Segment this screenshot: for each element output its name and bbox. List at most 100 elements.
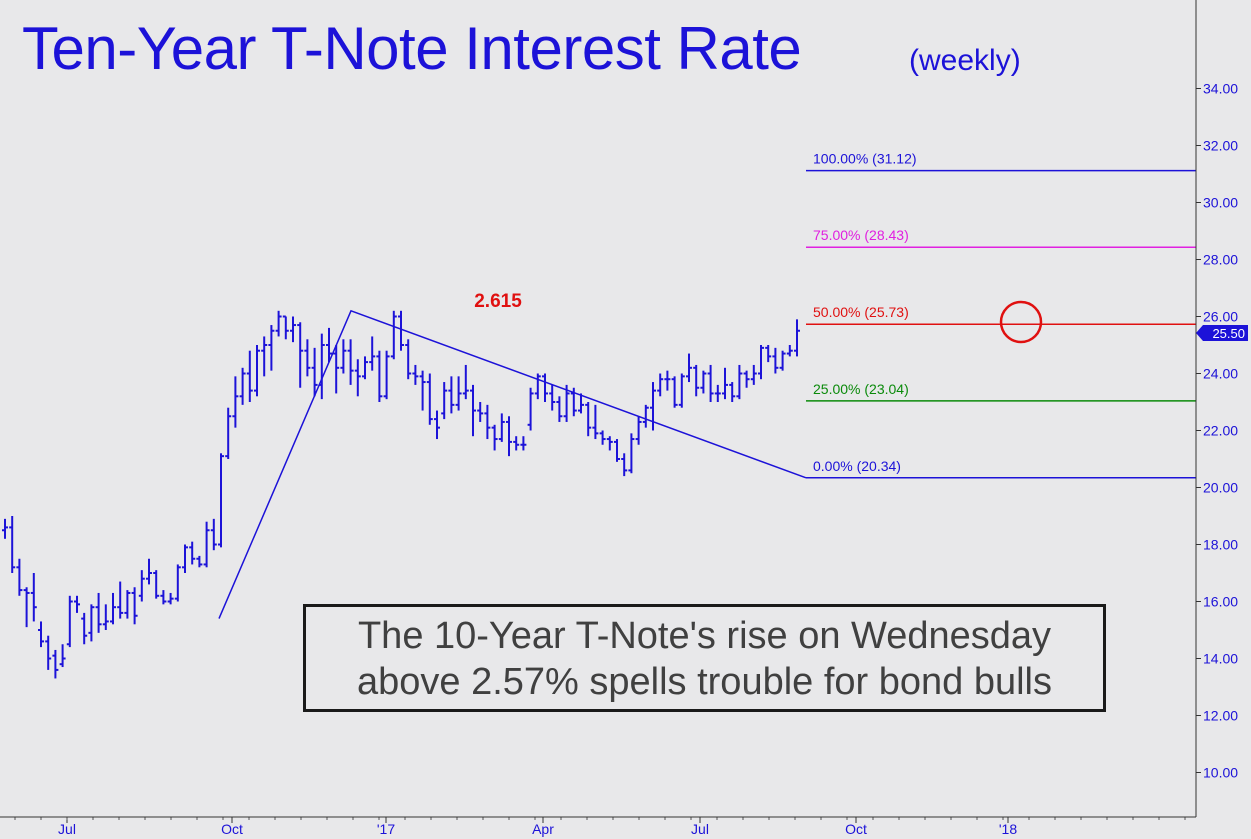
price-bars: [2, 310, 800, 679]
ohlc-bar: [95, 592, 102, 633]
y-tick-label: 12.00: [1203, 708, 1238, 724]
ohlc-bar: [722, 367, 728, 400]
ohlc-bar: [398, 310, 404, 351]
y-tick-label: 24.00: [1203, 366, 1238, 382]
ohlc-bar: [203, 521, 210, 568]
ohlc-bar: [678, 373, 685, 408]
trend-lines: [218, 309, 807, 619]
ohlc-bar: [635, 416, 642, 445]
ohlc-bar: [110, 592, 116, 625]
ohlc-bar: [340, 339, 347, 374]
ohlc-bar: [534, 373, 541, 400]
y-tick-label: 28.00: [1203, 252, 1238, 268]
ohlc-bar: [117, 581, 124, 619]
ohlc-bar: [167, 592, 174, 605]
ohlc-bar: [88, 604, 95, 642]
ohlc-bar: [390, 310, 397, 360]
ohlc-bar: [621, 453, 628, 477]
ohlc-bar: [520, 436, 527, 451]
ohlc-bar: [124, 590, 131, 619]
peak-label: 2.615: [474, 291, 522, 312]
ohlc-bar: [578, 393, 584, 414]
y-tick-label: 14.00: [1203, 651, 1238, 667]
ohlc-bar: [527, 387, 534, 431]
ohlc-bar: [38, 621, 44, 648]
ohlc-bar: [369, 336, 376, 371]
y-tick-label: 30.00: [1203, 195, 1238, 211]
ohlc-bar: [549, 384, 556, 411]
y-tick-label: 32.00: [1203, 138, 1238, 154]
ohlc-bar: [448, 376, 455, 414]
fib-level-label: 25.00% (23.04): [813, 381, 909, 397]
ohlc-bar: [462, 364, 469, 400]
ohlc-bar: [45, 635, 52, 670]
ohlc-bar: [714, 384, 721, 402]
y-tick-label: 22.00: [1203, 423, 1238, 439]
ohlc-bar: [182, 544, 188, 573]
ohlc-bar: [66, 595, 73, 648]
ohlc-bar: [513, 436, 520, 451]
ohlc-bar: [16, 558, 23, 596]
ohlc-bar: [30, 573, 37, 622]
ohlc-bar: [23, 587, 30, 628]
ohlc-bar: [563, 384, 570, 422]
x-tick-label: Oct: [221, 821, 243, 837]
ohlc-bar: [758, 345, 764, 380]
ohlc-bar: [59, 644, 66, 668]
ohlc-bar: [606, 436, 613, 451]
ohlc-bar: [225, 407, 232, 459]
ohlc-bar: [556, 396, 563, 422]
ohlc-bar: [729, 382, 736, 402]
ohlc-bar: [326, 327, 332, 363]
ohlc-bar: [304, 339, 311, 377]
ohlc-bar: [455, 376, 462, 411]
ohlc-bar: [9, 516, 16, 573]
y-tick-label: 10.00: [1203, 765, 1238, 781]
ohlc-bar: [189, 541, 196, 565]
ohlc-bar: [362, 356, 368, 380]
ohlc-bar: [441, 382, 448, 420]
ohlc-bar: [81, 612, 88, 645]
y-axis: 10.00 12.00 14.00 16.00 18.00 20.00 22.00 24.00…: [0, 0, 1238, 818]
ohlc-bar: [333, 345, 340, 394]
ohlc-bar: [470, 384, 476, 437]
ohlc-bar: [707, 364, 714, 402]
ohlc-bar: [657, 373, 664, 397]
breakout-circle-marker: [999, 300, 1043, 344]
ohlc-bar: [671, 376, 678, 408]
annotation-line-1: The 10-Year T-Note's rise on Wednesday: [357, 615, 1052, 657]
ohlc-bar: [794, 319, 800, 357]
ohlc-bar: [210, 518, 217, 551]
ohlc-bar: [693, 364, 700, 397]
abc-trend-line: [218, 309, 807, 619]
ohlc-bar: [275, 310, 282, 337]
ohlc-bar: [405, 339, 412, 380]
ohlc-bar: [779, 350, 786, 371]
ohlc-bar: [434, 410, 440, 440]
fib-level-label: 50.00% (25.73): [813, 304, 909, 320]
ohlc-bar: [628, 433, 635, 474]
x-tick-label: Jul: [58, 821, 76, 837]
ohlc-bar: [52, 649, 59, 679]
ohlc-bar: [261, 336, 268, 377]
ohlc-bar: [686, 353, 692, 383]
x-axis-ticks: Jul Oct '17 Apr Jul Oct '18: [14, 817, 1186, 837]
ohlc-bar: [74, 595, 80, 613]
ohlc-bar: [138, 570, 145, 602]
ohlc-bar: [592, 404, 599, 440]
ohlc-bar: [426, 373, 433, 425]
ohlc-bar: [376, 350, 383, 402]
ohlc-bar: [2, 518, 8, 539]
ohlc-bar: [765, 345, 772, 363]
ohlc-bar: [347, 339, 354, 385]
ohlc-bar: [484, 404, 491, 440]
ohlc-bar: [642, 404, 649, 428]
ohlc-bar: [318, 333, 325, 400]
ohlc-bar: [354, 359, 361, 397]
last-price-marker: 25.50: [1196, 325, 1248, 341]
y-tick-label: 20.00: [1203, 480, 1238, 496]
x-tick-label: '17: [377, 821, 395, 837]
ohlc-bar: [102, 604, 109, 630]
annotation-box: The 10-Year T-Note's rise on Wednesday a…: [303, 604, 1106, 712]
